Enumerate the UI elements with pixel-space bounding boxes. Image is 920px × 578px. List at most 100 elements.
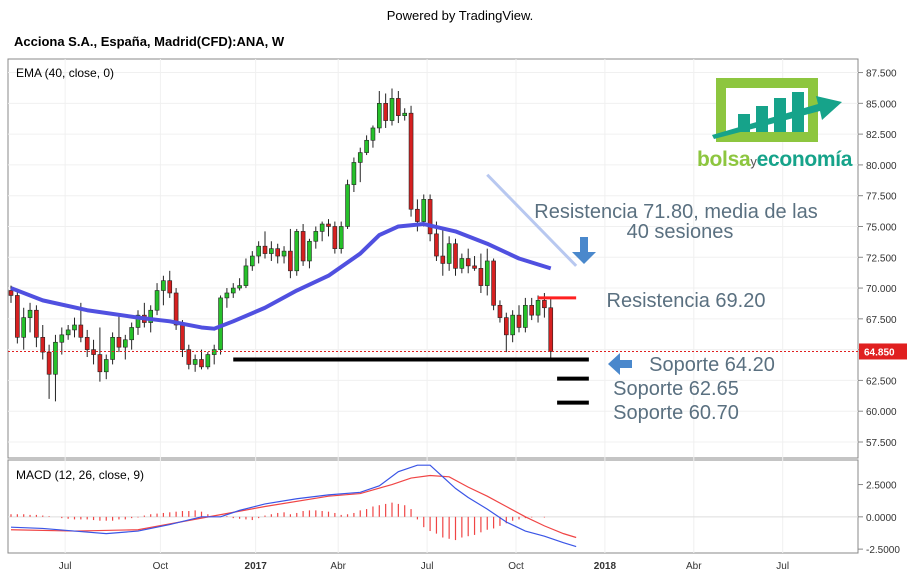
- last-price-tag: [859, 343, 907, 360]
- candle-body: [84, 337, 90, 350]
- candle-body: [173, 292, 179, 326]
- candle-body: [205, 354, 211, 368]
- annotation-text: Soporte 62.65: [613, 378, 739, 400]
- candle-body: [357, 152, 363, 163]
- macd-line: [10, 464, 577, 548]
- candle-body: [364, 139, 369, 153]
- candle-body: [459, 258, 465, 269]
- candle-body: [326, 223, 331, 227]
- candle-body: [421, 199, 427, 222]
- candle-body: [72, 324, 77, 331]
- ema-line: [10, 222, 552, 331]
- candle-body: [402, 112, 408, 116]
- annotation-text: 40 sesiones: [627, 221, 734, 243]
- candle-body: [59, 334, 65, 343]
- macd-signal-line: [10, 474, 577, 539]
- last-price-label: 64.850: [864, 347, 895, 358]
- candle-body: [529, 304, 535, 316]
- candle-body: [103, 359, 109, 373]
- candle-body: [256, 245, 261, 257]
- candle-body: [46, 351, 52, 375]
- resistance-trend-line: [486, 173, 578, 267]
- candle-body: [434, 233, 439, 257]
- candle-body: [129, 327, 134, 341]
- logo-word-3: economía: [756, 148, 853, 171]
- x-tick-label: Abr: [330, 561, 346, 572]
- y-tick-label: 82.500: [866, 130, 897, 141]
- candle-body: [199, 359, 204, 368]
- candle-body: [453, 243, 458, 269]
- macd-indicator-label[interactable]: MACD (12, 26, close, 9): [16, 468, 145, 482]
- symbol-title: Acciona S.A., España, Madrid(CFD):ANA, W: [14, 34, 285, 49]
- x-tick-label: Jul: [59, 561, 72, 572]
- y-tick-label: 70.000: [866, 284, 897, 295]
- macd-pane-frame: [7, 459, 859, 554]
- candle-body: [135, 314, 141, 328]
- candle-body: [408, 112, 414, 210]
- candle-body: [123, 339, 128, 348]
- y-tick-label: 62.500: [866, 376, 897, 387]
- candle-body: [478, 268, 484, 286]
- candle-body: [281, 250, 287, 257]
- logo-word-2: y: [750, 154, 757, 169]
- candle-body: [523, 304, 528, 328]
- candle-body: [300, 231, 306, 262]
- candle-body: [376, 103, 382, 129]
- candle-body: [288, 250, 293, 272]
- candle-body: [110, 337, 115, 360]
- y-tick-label: 87.500: [866, 69, 897, 80]
- ema-indicator-label[interactable]: EMA (40, close, 0): [16, 66, 115, 80]
- candle-body: [262, 245, 268, 254]
- candle-body: [243, 265, 249, 286]
- y-tick-label: 67.500: [866, 315, 897, 326]
- annotation-text: Soporte 60.70: [613, 402, 739, 424]
- candle-body: [40, 337, 46, 353]
- left-arrow-icon: [608, 353, 632, 375]
- candle-body: [351, 162, 357, 185]
- candle-body: [465, 258, 471, 267]
- down-arrow-icon: [572, 237, 596, 264]
- candle-body: [396, 98, 401, 116]
- candle-body: [224, 292, 230, 299]
- y-tick-label: 85.000: [866, 99, 897, 110]
- candle-body: [440, 255, 446, 264]
- y-tick-label: 72.500: [866, 253, 897, 264]
- candle-body: [8, 290, 14, 296]
- candle-body: [313, 231, 319, 242]
- candle-body: [53, 341, 58, 375]
- candle-body: [345, 184, 350, 227]
- x-tick-label: Oct: [153, 561, 169, 572]
- candle-body: [491, 260, 496, 306]
- annotation-text: Soporte 64.20: [649, 354, 775, 376]
- candle-body: [542, 300, 547, 309]
- candle-body: [211, 349, 217, 355]
- candle-body: [230, 287, 236, 294]
- x-tick-label: 2017: [245, 561, 268, 572]
- candle-body: [427, 199, 433, 235]
- annotation-text: Resistencia 71.80, media de las: [534, 201, 818, 223]
- candle-body: [148, 309, 153, 323]
- candle-body: [27, 309, 33, 318]
- annotation-text: Resistencia 69.20: [607, 290, 766, 312]
- candle-body: [548, 307, 554, 352]
- price-pane-frame: [7, 58, 859, 459]
- y-tick-label: 60.000: [866, 407, 897, 418]
- candle-body: [307, 240, 312, 262]
- logo-wordmark: bolsayeconomía: [697, 148, 853, 172]
- y-tick-label: 57.500: [866, 438, 897, 449]
- candle-body: [275, 248, 281, 257]
- candle-body: [161, 280, 166, 291]
- candle-body: [510, 314, 515, 336]
- candle-body: [91, 349, 96, 355]
- logo-word-1: bolsa: [697, 148, 751, 171]
- candle-body: [180, 324, 185, 350]
- candle-body: [78, 324, 84, 338]
- powered-by-text[interactable]: Powered by TradingView.: [386, 8, 534, 23]
- x-tick-label: Jul: [776, 561, 789, 572]
- candle-body: [383, 103, 388, 121]
- candle-body: [116, 337, 122, 348]
- candle-body: [338, 226, 344, 249]
- x-tick-label: 2018: [594, 561, 617, 572]
- candle-body: [15, 295, 20, 338]
